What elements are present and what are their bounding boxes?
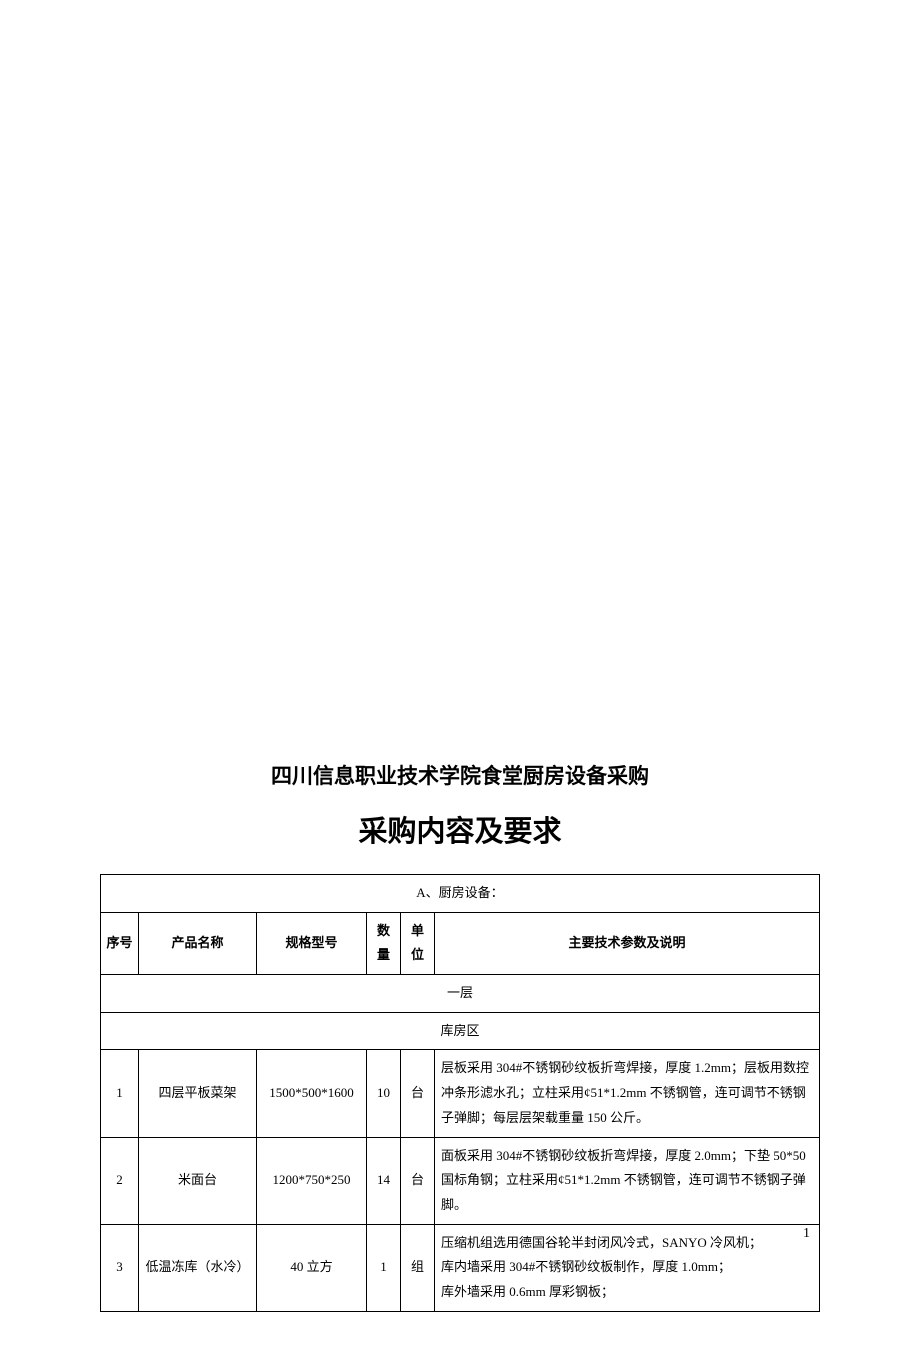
cell-spec: 1500*500*1600 xyxy=(257,1050,367,1137)
cell-idx: 1 xyxy=(101,1050,139,1137)
table-row: 2 米面台 1200*750*250 14 台 面板采用 304#不锈钢砂纹板折… xyxy=(101,1137,820,1224)
equipment-table: A、厨房设备： 序号 产品名称 规格型号 数量 单位 主要技术参数及说明 一层 … xyxy=(100,874,820,1312)
cell-name: 四层平板菜架 xyxy=(139,1050,257,1137)
cell-idx: 3 xyxy=(101,1224,139,1311)
cell-qty: 1 xyxy=(367,1224,401,1311)
cell-name: 低温冻库（水冷） xyxy=(139,1224,257,1311)
cell-qty: 14 xyxy=(367,1137,401,1224)
page-number: 1 xyxy=(803,1226,810,1242)
doc-title-2: 采购内容及要求 xyxy=(100,808,820,850)
cell-spec: 40 立方 xyxy=(257,1224,367,1311)
table-row: 1 四层平板菜架 1500*500*1600 10 台 层板采用 304#不锈钢… xyxy=(101,1050,820,1137)
subheader-floor: 一层 xyxy=(101,975,820,1013)
col-header-unit: 单位 xyxy=(401,912,435,974)
cell-unit: 台 xyxy=(401,1137,435,1224)
doc-title-1: 四川信息职业技术学院食堂厨房设备采购 xyxy=(100,760,820,790)
cell-spec: 1200*750*250 xyxy=(257,1137,367,1224)
col-header-idx: 序号 xyxy=(101,912,139,974)
cell-qty: 10 xyxy=(367,1050,401,1137)
subheader-area: 库房区 xyxy=(101,1012,820,1050)
table-row: 3 低温冻库（水冷） 40 立方 1 组 压缩机组选用德国谷轮半封闭风冷式，SA… xyxy=(101,1224,820,1311)
col-header-qty: 数量 xyxy=(367,912,401,974)
cell-unit: 台 xyxy=(401,1050,435,1137)
cell-desc: 面板采用 304#不锈钢砂纹板折弯焊接，厚度 2.0mm；下垫 50*50 国标… xyxy=(435,1137,820,1224)
col-header-spec: 规格型号 xyxy=(257,912,367,974)
col-header-name: 产品名称 xyxy=(139,912,257,974)
col-header-desc: 主要技术参数及说明 xyxy=(435,912,820,974)
cell-name: 米面台 xyxy=(139,1137,257,1224)
cell-unit: 组 xyxy=(401,1224,435,1311)
cell-desc: 层板采用 304#不锈钢砂纹板折弯焊接，厚度 1.2mm；层板用数控冲条形滤水孔… xyxy=(435,1050,820,1137)
cell-idx: 2 xyxy=(101,1137,139,1224)
section-a-header: A、厨房设备： xyxy=(101,875,820,913)
cell-desc: 压缩机组选用德国谷轮半封闭风冷式，SANYO 冷风机；库内墙采用 304#不锈钢… xyxy=(435,1224,820,1311)
